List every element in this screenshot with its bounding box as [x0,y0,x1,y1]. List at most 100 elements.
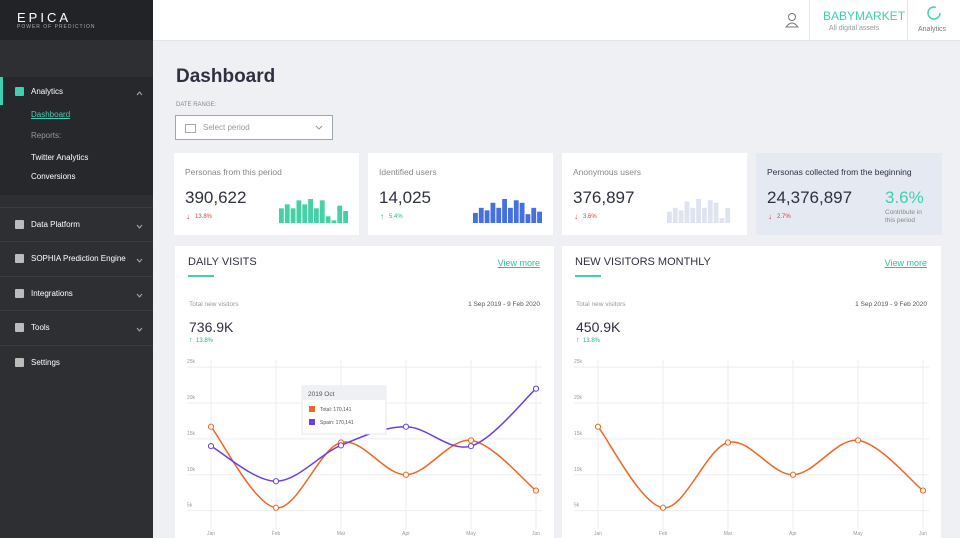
total: 450.9K [576,319,621,335]
y-tick-label: 5k [187,503,193,509]
view-more[interactable]: View more [497,258,540,268]
mini-bar [502,199,507,223]
assets[interactable]: All digital assets [829,25,880,32]
mini-bar [525,214,531,223]
tooltip-header [302,386,386,400]
mini-bar [279,208,284,223]
nav-item[interactable]: Data Platform [31,220,80,229]
point [467,437,475,444]
mini-bar [319,200,325,223]
tooltip-item: Spain: 170,141 [320,420,354,426]
y-tick-label: 25k [574,359,583,365]
mini-bar [702,207,707,223]
mini-bar [325,216,331,223]
nav-subitem[interactable]: Twitter Analytics [31,153,89,162]
trend-arrow: ↓ [768,212,772,221]
mini-bar [707,200,713,223]
point [337,442,345,449]
nav-subitem[interactable]: Conversions [31,172,76,181]
x-tick-label: Apr [789,531,797,537]
app-icon [927,6,941,20]
mini-bar-chart [667,199,731,223]
mini-bar [684,201,690,223]
kpi-change: 3.6% [583,214,597,220]
chevron [136,293,143,298]
kpi-title: Personas from this period [185,167,282,177]
kpi-percent: 3.6% [885,188,924,207]
nav-item[interactable]: SOPHIA Prediction Engine [31,254,126,263]
y-tick-label: 25k [187,359,196,365]
kpi-change: 13.8% [195,214,213,220]
mini-bar [696,199,701,223]
date-select[interactable]: Select period [175,115,333,140]
nav-item[interactable]: Integrations [31,289,73,298]
series-line [210,426,537,509]
tagline: POWER OF PREDICTION [17,24,96,30]
date-placeholder: Select period [203,123,250,132]
date-range: 1 Sep 2019 - 9 Feb 2020 [855,301,927,308]
view-more[interactable]: View more [884,258,927,268]
icon-shape [15,87,24,96]
x-tick-label: Feb [659,531,668,537]
nav-subitem[interactable]: Dashboard [31,110,71,119]
nav-icon [15,220,24,229]
icon-shape [15,254,24,263]
x-tick-label: Feb [272,531,281,537]
icon-shape [15,358,24,367]
change: 13.8% [196,338,214,344]
line-chart: 5k 10k 15k 20k 25k Jan Feb Mar Apr May Jun [574,359,929,537]
mini-bar [513,200,519,223]
nav-subitem: Reports: [31,131,62,140]
nav-icon [15,289,24,298]
divider [0,345,153,346]
nav-icon [15,323,24,332]
kpi-value: 14,025 [379,188,431,207]
account[interactable]: BABYMARKET [823,9,906,23]
point [467,442,475,450]
mini-bar [496,207,502,223]
kpi-title: Anonymous users [573,167,642,177]
point [854,437,862,444]
point [532,385,540,392]
x-tick-label: Jan [207,531,215,537]
kpi-card: Anonymous users 376,897 ↓ 3.6% [562,153,747,235]
nav-item[interactable]: Tools [31,323,50,332]
trend-arrow: ↑ [189,337,193,344]
date-range: 1 Sep 2019 - 9 Feb 2020 [468,301,540,308]
active-section [0,77,153,195]
point [919,487,927,494]
app[interactable]: Analytics [918,26,947,33]
point [272,478,280,485]
change: 13.8% [583,338,601,344]
mini-bar [719,217,725,223]
mini-bar [308,199,313,223]
mini-bar [473,212,478,223]
y-tick-label: 10k [574,467,583,473]
chevron [136,258,143,263]
point [207,423,215,430]
trend-arrow: ↓ [186,212,190,221]
mini-bar [290,208,296,223]
x-tick-label: Jun [532,531,540,537]
tooltip-swatch [309,419,315,425]
divider [0,276,153,277]
nav-item[interactable]: Analytics [31,87,64,96]
nav-icon [15,87,24,96]
divider [0,241,153,242]
kpi-card: Personas collected from the beginning 24,… [756,153,942,235]
nav-item[interactable]: Settings [31,358,60,367]
topbar: BABYMARKET All digital assets Analytics [153,0,960,41]
mini-bar [478,207,484,223]
mini-bar-chart [279,199,348,223]
divider [0,207,153,208]
mini-bar [667,211,672,223]
y-tick-label: 5k [574,503,580,509]
x-tick-label: Jun [919,531,927,537]
kpi-card: Identified users 14,025 ↑ 5.4% [368,153,553,235]
divider [0,310,153,311]
nav-icon [15,254,24,263]
chart-title: DAILY VISITS [188,256,257,268]
point [594,423,602,430]
user-icon[interactable] [785,12,799,28]
y-tick-label: 20k [574,395,583,401]
